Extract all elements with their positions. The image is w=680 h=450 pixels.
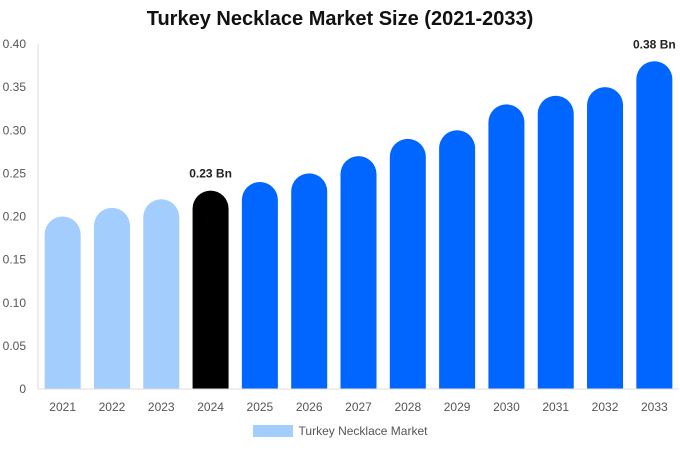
bar-2030 bbox=[488, 104, 525, 389]
x-tick-label: 2033 bbox=[641, 400, 668, 414]
x-tick-label: 2026 bbox=[296, 400, 323, 414]
bar-2027 bbox=[340, 156, 377, 389]
data-label-2024: 0.23 Bn bbox=[189, 167, 232, 181]
bar-2029 bbox=[439, 130, 476, 390]
x-tick-label: 2028 bbox=[394, 400, 421, 414]
bar-chart: 00.050.100.150.200.250.300.350.40 2021 20… bbox=[3, 37, 679, 414]
x-tick-label: 2022 bbox=[99, 400, 126, 414]
chart-title: Turkey Necklace Market Size (2021-2033) bbox=[146, 8, 534, 30]
bar-2024 bbox=[192, 190, 229, 389]
bar-2033 bbox=[636, 61, 673, 389]
x-tick-label: 2024 bbox=[197, 400, 224, 414]
x-tick-label: 2029 bbox=[444, 400, 471, 414]
x-tick-label: 2030 bbox=[493, 400, 520, 414]
y-tick-label: 0.10 bbox=[3, 296, 27, 310]
bar-2026 bbox=[291, 173, 328, 389]
bar-2031 bbox=[537, 95, 574, 389]
x-tick-label: 2021 bbox=[49, 400, 76, 414]
x-tick-label: 2032 bbox=[592, 400, 619, 414]
x-tick-label: 2023 bbox=[148, 400, 175, 414]
x-tick-label: 2025 bbox=[247, 400, 274, 414]
bar-2022 bbox=[93, 207, 130, 389]
bar-2023 bbox=[143, 199, 180, 389]
bar-2032 bbox=[587, 87, 624, 389]
bar-2025 bbox=[241, 182, 278, 389]
y-tick-label: 0.25 bbox=[3, 166, 27, 180]
legend: Turkey Necklace Market bbox=[0, 424, 680, 438]
y-tick-label: 0.40 bbox=[3, 37, 27, 51]
data-labels: 0.23 Bn 0.38 Bn bbox=[189, 37, 675, 180]
y-tick-label: 0.15 bbox=[3, 253, 27, 267]
y-tick-label: 0.35 bbox=[3, 80, 27, 94]
bars bbox=[44, 61, 673, 390]
legend-swatch bbox=[252, 425, 293, 437]
y-axis: 0 0.05 0.10 0.15 0.20 0.25 0.30 0.35 0.40 bbox=[3, 37, 39, 396]
y-tick-label: 0.30 bbox=[3, 123, 27, 137]
data-label-2033: 0.38 Bn bbox=[633, 37, 676, 51]
x-tick-label: 2027 bbox=[345, 400, 372, 414]
y-tick-label: 0.20 bbox=[3, 210, 27, 224]
bar-2021 bbox=[44, 216, 81, 389]
x-axis: 2021 2022 2023 2024 2025 2026 2027 2028 2029 2030… bbox=[38, 388, 679, 414]
x-tick-label: 2031 bbox=[542, 400, 569, 414]
legend-label: Turkey Necklace Market bbox=[298, 424, 428, 438]
bar-2028 bbox=[389, 138, 426, 389]
y-tick-label: 0 bbox=[19, 382, 26, 396]
y-tick-label: 0.05 bbox=[3, 339, 27, 353]
